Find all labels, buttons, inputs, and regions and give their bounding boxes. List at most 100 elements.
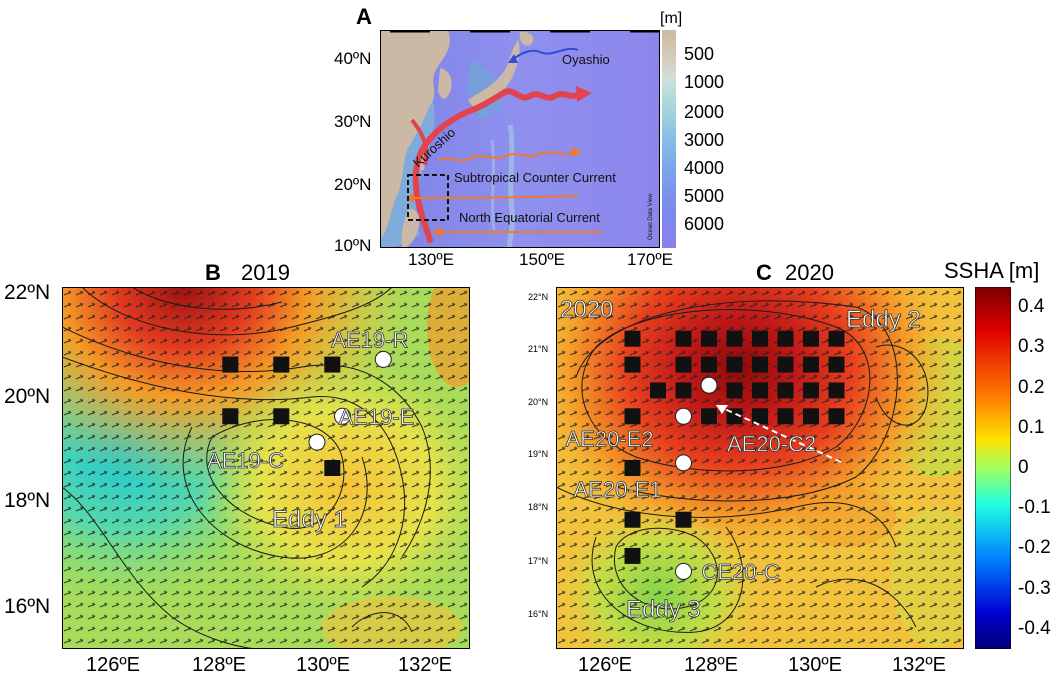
station-marker [675, 407, 692, 425]
label-subtropical: Subtropical Counter Current [454, 170, 616, 185]
land-japan [468, 40, 520, 110]
lat-tick: 22°N [528, 292, 549, 302]
eddy2-label: Eddy 2 [846, 306, 921, 333]
sampling-point [624, 356, 641, 373]
label-oyashio: Oyashio [562, 52, 610, 67]
sampling-point [675, 511, 692, 528]
ssha-tick: 0.2 [1018, 376, 1045, 398]
lat-tick: 20ºN [4, 385, 51, 408]
sampling-point [701, 356, 717, 373]
sampling-point [222, 356, 239, 373]
sampling-point [273, 356, 290, 373]
sampling-point [752, 382, 768, 399]
sampling-point [701, 408, 717, 425]
c2-drift-arrowhead [716, 405, 728, 414]
sampling-point [777, 356, 794, 373]
station-marker [308, 433, 326, 451]
sampling-point [726, 330, 743, 347]
sampling-point [752, 356, 768, 373]
sampling-point [752, 330, 768, 347]
eddy1-label: Eddy 1 [272, 506, 347, 533]
station-marker [374, 350, 392, 368]
lat-tick: 19°N [528, 449, 549, 459]
ssha-tick: -0.2 [1018, 537, 1051, 559]
sampling-point [828, 330, 845, 347]
sampling-point [222, 408, 239, 425]
sampling-point [324, 356, 341, 373]
lat-tick: 20°N [528, 397, 549, 407]
station-label: CE20-C [702, 559, 780, 584]
watermark: Ocean Data View [648, 193, 654, 240]
depth-tick: 6000 [684, 214, 725, 234]
lat-tick: 40ºN [334, 49, 372, 68]
panel-a-map: Oyashio Kuroshio Subtropical Counter Cur… [380, 30, 660, 248]
ssha-tick: 0 [1018, 457, 1029, 478]
station-marker [700, 376, 718, 394]
station-label: AE20-C2 [727, 431, 816, 456]
lat-tick: 10ºN [334, 236, 372, 255]
station-label: AE20-E2 [566, 426, 654, 451]
sampling-point [675, 330, 692, 347]
panel-b-year: 2019 [241, 260, 290, 285]
sampling-point [324, 460, 341, 476]
sampling-point [803, 382, 819, 399]
sampling-point [777, 330, 794, 347]
depth-colorbar [662, 30, 676, 248]
sampling-point [803, 330, 819, 347]
sampling-point [777, 382, 794, 399]
station-label: AE19-R [331, 327, 408, 352]
sampling-point [675, 356, 692, 373]
sampling-point [624, 511, 641, 528]
label-north-equatorial: North Equatorial Current [459, 210, 600, 225]
sampling-point [828, 382, 845, 399]
depth-tick: 500 [684, 44, 715, 64]
land-asia [380, 30, 450, 240]
lon-tick: 130ºE [408, 250, 454, 269]
sampling-point [624, 547, 641, 564]
sampling-point [650, 382, 666, 399]
study-area-box [407, 174, 449, 221]
panel-b-letter: B [205, 260, 221, 285]
ssha-colorbar-title: SSHA [m] [944, 258, 1040, 283]
ssha-tick: 0.3 [1018, 336, 1045, 358]
depth-unit: [m] [660, 10, 683, 27]
lat-tick: 16°N [528, 609, 549, 619]
lon-tick: 132ºE [892, 654, 947, 676]
lon-tick: 126ºE [86, 654, 141, 676]
lon-tick: 128ºE [192, 654, 247, 676]
sampling-point [726, 382, 743, 399]
station-label: AE20-E1 [574, 477, 662, 502]
subtropical-counter-current [437, 151, 575, 162]
ssha-colorbar [975, 287, 1011, 649]
lat-tick: 16ºN [4, 595, 51, 618]
oyashio-current [511, 47, 579, 61]
panel-a-letter: A [356, 4, 372, 29]
lat-tick: 18°N [528, 502, 549, 512]
inset-year: 2020 [560, 296, 613, 323]
sampling-point [803, 356, 819, 373]
sampling-point [752, 408, 768, 425]
lon-tick: 130ºE [788, 654, 843, 676]
lat-tick: 20ºN [334, 175, 372, 194]
lon-tick: 170ºE [627, 250, 673, 269]
depth-tick: 1000 [684, 72, 725, 92]
sampling-point [777, 408, 794, 425]
depth-tick: 4000 [684, 158, 725, 178]
sampling-point [828, 408, 845, 425]
c2-drift-arrow [715, 404, 842, 463]
lat-tick: 17°N [528, 556, 549, 566]
lon-tick: 126ºE [578, 654, 633, 676]
panel-c-letter: C [756, 260, 772, 285]
station-label: AE19-C [207, 448, 284, 473]
sampling-point [624, 330, 641, 347]
sampling-point [675, 382, 692, 399]
depth-tick: 3000 [684, 130, 725, 150]
station-label: AE19-E [339, 404, 415, 429]
sampling-point [803, 408, 819, 425]
lon-tick: 132ºE [398, 654, 453, 676]
panel-c-map: AE20-C2 AE20-E2 AE20-E1 CE20-C Eddy 2 Eddy … [556, 287, 964, 649]
ssha-tick: -0.1 [1018, 497, 1051, 519]
lat-tick: 21°N [528, 344, 549, 354]
depth-tick: 2000 [684, 102, 725, 122]
lat-tick: 22ºN [4, 281, 51, 304]
